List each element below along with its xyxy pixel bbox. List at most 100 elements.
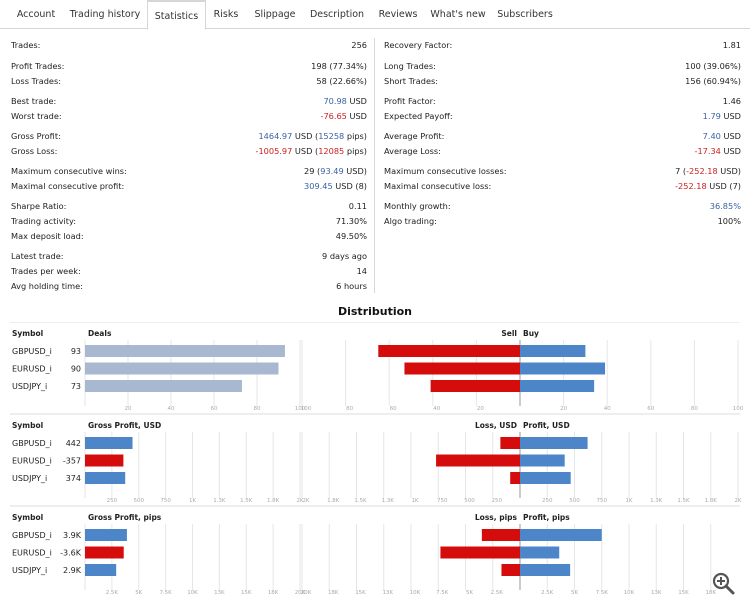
tick-label: 10K <box>187 590 198 596</box>
row-value: 2.9K <box>63 566 82 575</box>
buy-bar <box>520 472 571 484</box>
zoom-icon[interactable] <box>710 570 736 596</box>
stat-value: 1.81 <box>723 38 741 52</box>
right-chart-header-left: Sell <box>501 329 517 338</box>
stat-value-part: 100% <box>717 216 741 226</box>
row-symbol: EURUSD_i <box>12 549 52 558</box>
stat-value-part: 7.40 <box>702 131 721 141</box>
stat-value-part: 1.46 <box>722 96 741 106</box>
stat-value-part: 70.98 <box>323 96 347 106</box>
stat-label: Latest trade: <box>11 251 64 261</box>
stat-value: 58 (22.66%) <box>316 74 367 88</box>
stat-label: Profit Factor: <box>384 96 436 106</box>
sell-bar <box>436 454 520 467</box>
stat-row: Recovery Factor: 1.81 <box>384 38 741 52</box>
row-symbol: GBPUSD_i <box>12 439 52 448</box>
tick-label: 1.8K <box>705 498 718 504</box>
tick-label: 2K <box>296 498 303 504</box>
tick-label: 1.8K <box>327 498 340 504</box>
left-bar <box>85 380 242 392</box>
stat-label: Gross Profit: <box>11 131 61 141</box>
stat-value-part: 14 <box>356 266 367 276</box>
stat-label: Best trade: <box>11 96 57 106</box>
sell-bar <box>510 472 520 484</box>
symbol-header: Symbol <box>12 421 43 430</box>
tick-label: 60 <box>390 406 397 412</box>
stat-row: Gross Profit: 1464.97 USD (15258 pips) <box>11 129 367 143</box>
row-value: 90 <box>71 365 81 374</box>
tick-label: 40 <box>604 406 611 412</box>
tab-reviews[interactable]: Reviews <box>378 9 418 20</box>
sell-bar <box>440 546 520 559</box>
stat-row: Average Loss: -17.34 USD <box>384 144 741 158</box>
stat-value: 1464.97 USD (15258 pips) <box>258 129 367 143</box>
tick-label: 13K <box>651 590 662 596</box>
stat-row: Monthly growth: 36.85% <box>384 199 741 213</box>
stat-value: 36.85% <box>710 199 741 213</box>
row-symbol: USDJPY_i <box>12 474 47 483</box>
stat-value-part: 100 (39.06%) <box>685 61 741 71</box>
stat-value-part: USD ( <box>292 131 319 141</box>
row-symbol: GBPUSD_i <box>12 531 52 540</box>
tab-trading-history[interactable]: Trading history <box>69 9 141 20</box>
tick-label: 100 <box>733 406 744 412</box>
right-chart-header-left: Loss, pips <box>475 513 518 522</box>
tab-slippage[interactable]: Slippage <box>254 9 296 20</box>
tab-statistics[interactable]: Statistics <box>147 0 206 30</box>
stat-value: 256 <box>351 38 367 52</box>
tab-risks[interactable]: Risks <box>213 9 239 20</box>
tab-account[interactable]: Account <box>16 9 56 20</box>
row-value: -3.6K <box>60 549 82 558</box>
stat-label: Avg holding time: <box>11 281 83 291</box>
buy-bar <box>520 529 602 541</box>
tab-bar: Account Trading history Statistics Risks Sli… <box>0 0 750 30</box>
buy-bar <box>520 454 565 467</box>
tick-label: 80 <box>254 406 261 412</box>
tick-label: 2K <box>734 498 741 504</box>
tab-what-s-new[interactable]: What's new <box>430 9 486 20</box>
stat-value: 309.45 USD (8) <box>304 179 367 193</box>
left-chart-header: Gross Profit, USD <box>88 421 161 430</box>
right-chart-header-right: Profit, USD <box>523 421 570 430</box>
stat-row: Expected Payoff: 1.79 USD <box>384 109 741 123</box>
sell-bar <box>481 529 520 541</box>
buy-bar <box>520 345 586 357</box>
stat-row: Profit Trades: 198 (77.34%) <box>11 59 367 73</box>
stat-label: Algo trading: <box>384 216 437 226</box>
stat-value-part: 256 <box>351 40 367 50</box>
tick-label: 13K <box>214 590 225 596</box>
right-chart-header-right: Buy <box>523 329 539 338</box>
tab-subscribers[interactable]: Subscribers <box>497 9 553 20</box>
stat-label: Maximum consecutive wins: <box>11 166 127 176</box>
sell-bar <box>430 380 520 392</box>
stat-row: Max deposit load: 49.50% <box>11 229 367 243</box>
distribution-title: Distribution <box>337 305 413 318</box>
stat-value-part: 309.45 <box>304 181 333 191</box>
stat-value-part: USD (8) <box>332 181 367 191</box>
tick-label: 250 <box>492 498 503 504</box>
stat-label: Maximal consecutive loss: <box>384 181 492 191</box>
stat-row: Trades per week: 14 <box>11 264 367 278</box>
tick-label: 60 <box>647 406 654 412</box>
tick-label: 100 <box>295 406 306 412</box>
tick-label: 750 <box>437 498 448 504</box>
stat-value-part: pips) <box>344 146 367 156</box>
symbol-header: Symbol <box>12 513 43 522</box>
stat-row: Best trade: 70.98 USD <box>11 94 367 108</box>
tab-description[interactable]: Description <box>309 9 365 20</box>
right-chart-header-right: Profit, pips <box>523 513 570 522</box>
stat-value-part: pips) <box>344 131 367 141</box>
tick-label: 18K <box>328 590 339 596</box>
stat-row: Average Profit: 7.40 USD <box>384 129 741 143</box>
stat-value-part: 6 hours <box>336 281 367 291</box>
stat-label: Monthly growth: <box>384 201 451 211</box>
tick-label: 500 <box>134 498 145 504</box>
left-bar <box>85 362 279 375</box>
stat-label: Maximum consecutive losses: <box>384 166 507 176</box>
stat-label: Average Profit: <box>384 131 445 141</box>
buy-bar <box>520 546 560 559</box>
stat-row: Trading activity: 71.30% <box>11 214 367 228</box>
stat-value: 14 <box>357 264 367 278</box>
left-bar <box>85 564 117 576</box>
stat-row: Trades: 256 <box>11 38 367 52</box>
